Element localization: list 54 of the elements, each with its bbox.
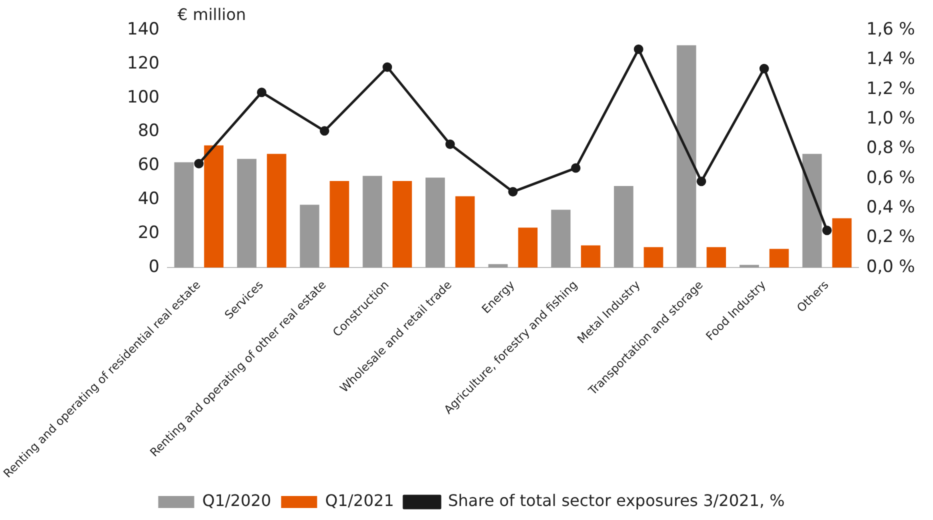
- bar: [204, 145, 224, 268]
- bar: [266, 154, 286, 268]
- bar: [237, 158, 256, 268]
- point: [320, 126, 330, 136]
- bar: [644, 247, 664, 268]
- bar: [740, 264, 759, 268]
- bar: [769, 248, 789, 268]
- y-tick-label: 100: [127, 87, 160, 108]
- y-tick-label: 120: [127, 53, 160, 74]
- y-axis-title: € million: [177, 5, 246, 24]
- bar: [455, 196, 475, 268]
- bar: [802, 154, 822, 268]
- bar: [174, 162, 194, 268]
- point: [445, 140, 455, 150]
- point: [194, 158, 204, 168]
- y2-tick-label: 0,0 %: [866, 256, 915, 277]
- y-tick-label: 80: [138, 121, 160, 142]
- y2-tick-label: 0,8 %: [866, 138, 915, 158]
- point: [759, 64, 769, 74]
- bar: [832, 218, 852, 268]
- bar: [488, 264, 508, 268]
- y-tick-label: 20: [138, 222, 160, 243]
- y2-tick-label: 0,2 %: [866, 227, 915, 248]
- point: [571, 163, 580, 173]
- point: [508, 187, 518, 197]
- point: [634, 44, 644, 54]
- y2-tick-label: 0,6 %: [866, 168, 915, 188]
- bar: [551, 210, 571, 268]
- bar: [706, 247, 726, 268]
- bar: [426, 178, 445, 268]
- y2-tick-label: 1,4 %: [866, 49, 915, 70]
- bar: [300, 204, 320, 268]
- bar: [362, 176, 382, 268]
- bar: [330, 180, 350, 268]
- y-tick-label: 140: [127, 19, 160, 40]
- legend-label: Share of total sector exposures 3/2021, %: [448, 491, 785, 510]
- y2-tick-label: 1,0 %: [866, 108, 915, 128]
- legend-label: Q1/2021: [325, 491, 394, 510]
- y-tick-label: 60: [138, 155, 160, 176]
- bar: [580, 245, 600, 268]
- bar: [614, 186, 634, 268]
- bar: [392, 180, 412, 268]
- legend-label: Q1/2020: [202, 491, 272, 510]
- point: [382, 62, 392, 72]
- point: [256, 88, 266, 98]
- y2-tick-label: 1,6 %: [866, 19, 915, 40]
- point: [822, 226, 832, 236]
- y-tick-label: 0: [148, 256, 160, 277]
- y2-tick-label: 1,2 %: [866, 78, 915, 99]
- bar: [518, 228, 538, 268]
- bar: [676, 45, 696, 268]
- point: [696, 176, 706, 186]
- y2-tick-label: 0,4 %: [866, 198, 915, 218]
- y-tick-label: 40: [138, 189, 160, 210]
